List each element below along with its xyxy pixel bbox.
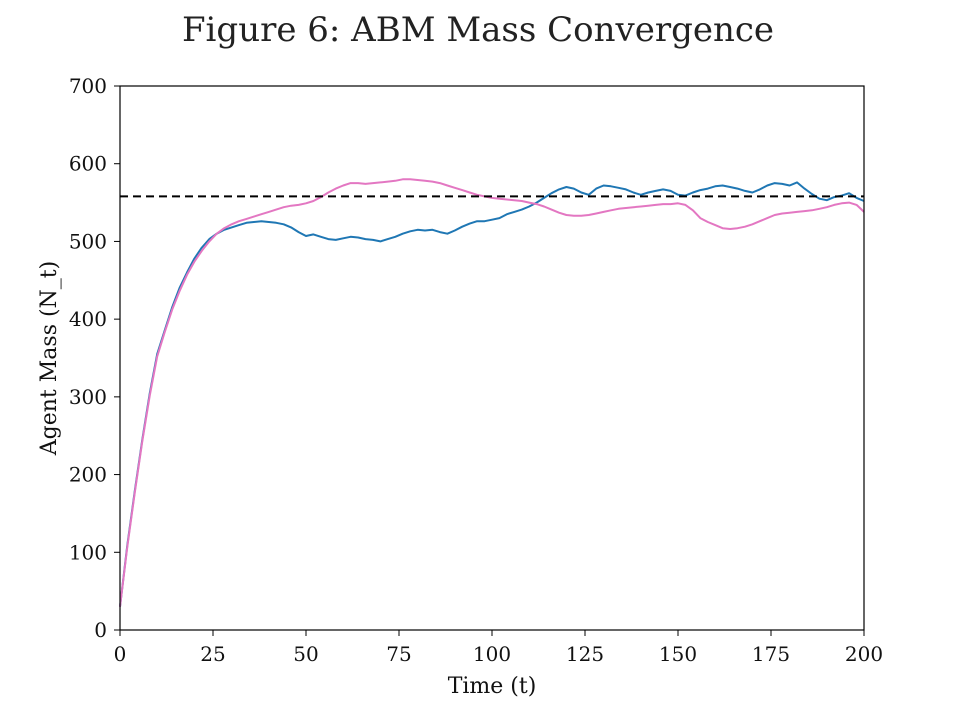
- x-tick-label: 100: [473, 642, 511, 666]
- series-line-1: [119, 181, 865, 607]
- y-axis-ticks: 0 100 200 300 400 500 600 700: [69, 74, 120, 642]
- y-axis-label: Agent Mass (N_t): [37, 261, 62, 456]
- x-tick-label: 200: [845, 642, 883, 666]
- chart-title: Figure 6: ABM Mass Convergence: [182, 10, 774, 50]
- x-tick-label: 175: [752, 642, 790, 666]
- x-tick-label: 50: [293, 642, 318, 666]
- plot-frame: [119, 85, 865, 631]
- x-tick-label: 75: [386, 642, 411, 666]
- x-tick-label: 25: [200, 642, 225, 666]
- series-line-2: [119, 178, 865, 607]
- y-tick-label: 100: [69, 540, 107, 564]
- x-tick-label: 0: [114, 642, 127, 666]
- y-tick-label: 200: [69, 463, 107, 487]
- y-tick-label: 400: [69, 307, 107, 331]
- y-tick-label: 300: [69, 385, 107, 409]
- y-tick-label: 700: [69, 74, 107, 98]
- y-tick-label: 500: [69, 229, 107, 253]
- x-tick-label: 125: [566, 642, 604, 666]
- y-tick-label: 0: [94, 618, 107, 642]
- plot-lines: [119, 178, 865, 607]
- x-tick-label: 150: [659, 642, 697, 666]
- x-axis-ticks: 0 25 50 75 100 125 150 175 200: [114, 630, 883, 666]
- x-axis-label: Time (t): [448, 674, 537, 699]
- y-tick-label: 600: [69, 152, 107, 176]
